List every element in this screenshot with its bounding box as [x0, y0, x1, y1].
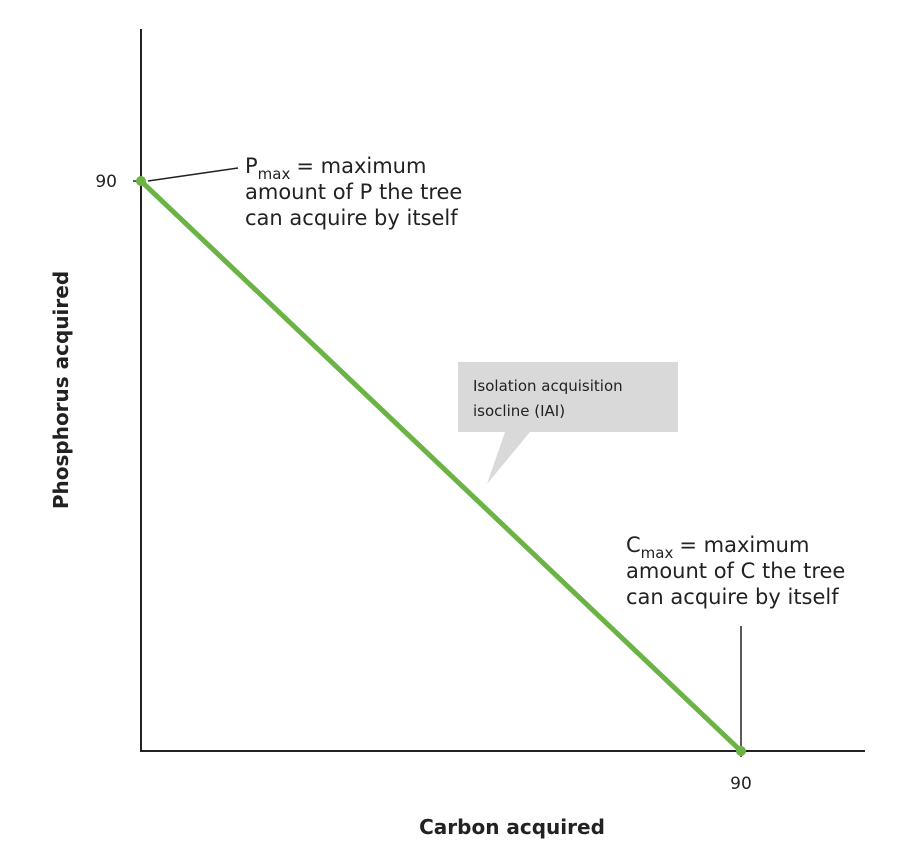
annotation-line: = maximum — [679, 533, 809, 557]
data-point — [736, 746, 746, 756]
leader-line — [147, 167, 239, 182]
annotation-symbol: C — [626, 533, 641, 557]
callout-text: Isolation acquisition — [473, 377, 623, 395]
annotation-line: can acquire by itself — [626, 585, 839, 609]
annotation-line: = maximum — [296, 154, 426, 178]
callout-box — [458, 362, 678, 484]
x-tick-label: 90 — [730, 774, 752, 794]
callout-text: isocline (IAI) — [473, 402, 565, 420]
annotation-line: amount of P the tree — [245, 180, 462, 204]
annotation-subscript: max — [258, 165, 291, 183]
x-axis-title: Carbon acquired — [419, 815, 605, 839]
data-line — [139, 179, 743, 753]
annotation: Pmax = maximum amount of P the tree can acq… — [245, 154, 462, 230]
annotation-symbol: P — [245, 154, 258, 178]
annotation-line: amount of C the tree — [626, 559, 845, 583]
y-tick-label: 90 — [95, 172, 117, 192]
annotation-subscript: max — [641, 544, 674, 562]
data-point — [136, 176, 146, 186]
y-axis-title: Phosphorus acquired — [49, 271, 73, 509]
annotation: Cmax = maximum amount of C the tree can acq… — [626, 533, 845, 609]
annotation-line: can acquire by itself — [245, 206, 458, 230]
